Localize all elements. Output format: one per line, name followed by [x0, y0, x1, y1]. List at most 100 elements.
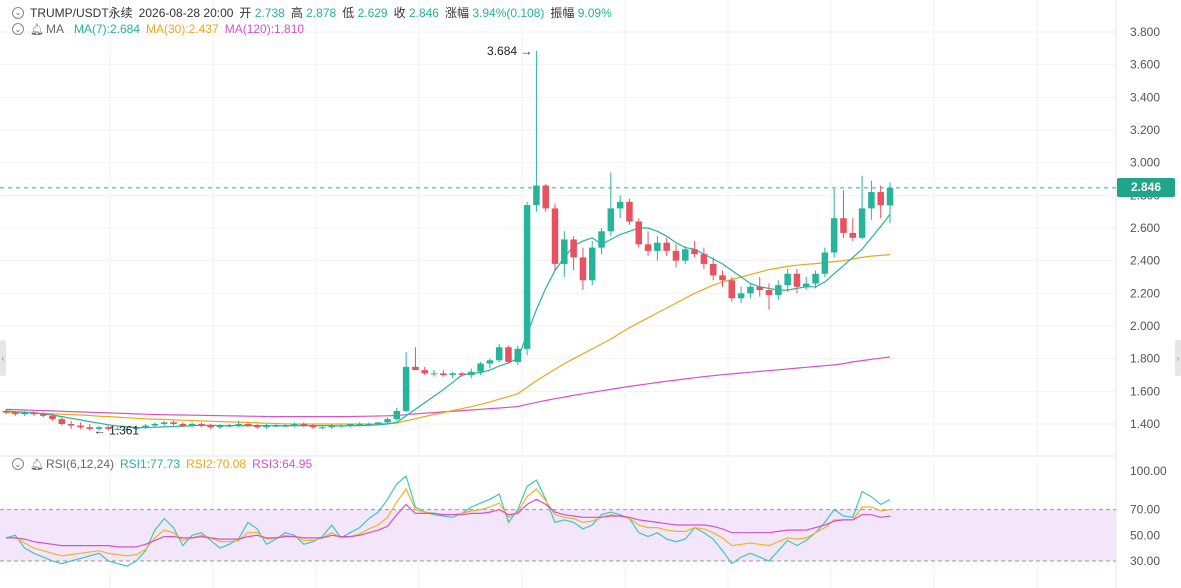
scroll-right-icon[interactable]: ›	[1175, 340, 1181, 376]
collapse-chevron-icon[interactable]: ⌄	[12, 6, 24, 19]
candle-body	[719, 275, 726, 281]
ohlc-header: ⌄ TRUMP/USDT永续 2026-08-28 20:00 开 2.738 …	[12, 4, 612, 21]
candle-body	[30, 412, 38, 415]
amplitude-value: 9.09%	[577, 6, 612, 20]
rsi-tick-label: 100.00	[1130, 464, 1167, 478]
rsi-alert-bell-icon[interactable]: 🔔︎	[30, 458, 44, 471]
candle-body	[877, 192, 884, 206]
candle-body	[598, 231, 605, 248]
candle-body	[709, 263, 717, 276]
ma120-line	[5, 356, 891, 418]
candle-body	[858, 208, 866, 238]
annotation-layer: 3.684 → ← 1.361	[94, 44, 533, 438]
candle-body	[570, 239, 577, 258]
min-price-annotation: ← 1.361	[94, 424, 140, 438]
candle-body	[2, 410, 10, 413]
low-value: 2.629	[357, 6, 388, 20]
candle-body	[840, 218, 847, 233]
candle-body	[533, 185, 540, 206]
candle-body	[821, 252, 829, 274]
candle-body	[682, 249, 689, 261]
candle-body	[77, 425, 84, 428]
price-tick-label: 1.600	[1130, 384, 1160, 398]
candle-body	[188, 424, 196, 426]
candle-body	[868, 192, 875, 209]
candle-body	[105, 427, 112, 429]
ma-label: MA	[45, 22, 64, 36]
candle-body	[747, 286, 754, 294]
candle-body	[458, 373, 466, 375]
scroll-left-icon[interactable]: ‹	[0, 340, 6, 376]
price-tick-label: 3.200	[1130, 123, 1160, 137]
candle-body	[151, 424, 159, 426]
candle-body	[263, 425, 270, 428]
candle-body	[179, 424, 187, 426]
candle-body	[253, 425, 261, 428]
candle-body	[39, 414, 47, 416]
high-label: 高	[290, 6, 303, 20]
candle-body	[663, 242, 670, 251]
price-tick-label: 2.400	[1130, 254, 1160, 268]
candle-body	[495, 347, 503, 361]
candle-body	[440, 373, 447, 375]
price-tick-label: 1.800	[1130, 352, 1160, 366]
candle-body	[49, 415, 56, 420]
ma7-legend: MA(7):2.684	[73, 22, 140, 36]
candle-body	[393, 410, 401, 420]
candle-body	[384, 419, 391, 423]
candle-body	[672, 250, 680, 261]
candle-body	[133, 427, 140, 429]
ma120-legend: MA(120):1.810	[224, 22, 305, 36]
candle-body	[775, 285, 782, 295]
price-tick-label: 2.000	[1130, 319, 1160, 333]
price-tick-label: 2.600	[1130, 221, 1160, 235]
rsi3-line	[6, 498, 891, 548]
ma-collapse-chevron-icon[interactable]: ⌄	[12, 23, 24, 35]
price-tick-label: 2.200	[1130, 286, 1160, 300]
rsi-label: RSI(6,12,24)	[45, 457, 115, 471]
rsi1-line	[5, 475, 891, 567]
candle-body	[226, 425, 233, 427]
candle-body	[365, 424, 373, 425]
amplitude-label: 振幅	[550, 6, 575, 20]
candle-body	[328, 425, 335, 428]
candle-body	[160, 422, 168, 424]
rsi3-legend: RSI3:64.95	[252, 457, 313, 471]
candle-body	[514, 348, 522, 362]
high-value: 2.878	[306, 6, 337, 20]
candle-body	[486, 360, 494, 364]
candle-body	[402, 366, 410, 411]
candle-body	[784, 273, 791, 286]
alert-bell-icon[interactable]: 🔔︎	[30, 23, 44, 36]
candle-body	[886, 187, 894, 206]
candle-body	[319, 427, 326, 429]
candle-body	[607, 208, 615, 232]
candle-body	[765, 290, 773, 295]
candle-body	[756, 286, 763, 291]
price-tick-label: 3.800	[1130, 25, 1160, 39]
last-price-tag: 2.846	[1117, 177, 1175, 197]
candle-body	[542, 185, 549, 209]
candle-body	[691, 249, 698, 255]
rsi-collapse-chevron-icon[interactable]: ⌄	[12, 458, 24, 470]
rsi-tick-label: 50.00	[1130, 528, 1160, 542]
datetime-label: 2026-08-28 20:00	[138, 5, 234, 20]
candle-body	[198, 424, 205, 426]
candle-body	[216, 425, 224, 428]
rsi-layer	[5, 475, 891, 567]
candle-body	[412, 366, 419, 371]
candle-body	[347, 424, 354, 426]
candle-body	[616, 201, 624, 209]
grid-layer	[0, 0, 1117, 588]
candle-body	[374, 422, 382, 424]
candle-body	[849, 232, 857, 238]
candle-body	[523, 205, 531, 349]
candle-body	[579, 257, 587, 281]
rsi-legend: ⌄ 🔔︎ RSI(6,12,24) RSI1:77.73 RSI2:70.08 …	[12, 457, 312, 471]
candle-body	[291, 424, 298, 426]
candle-body	[477, 363, 484, 372]
price-tick-label: 3.600	[1130, 58, 1160, 72]
change-value: 3.94%(0.108)	[472, 6, 545, 20]
candle-body	[142, 425, 149, 428]
